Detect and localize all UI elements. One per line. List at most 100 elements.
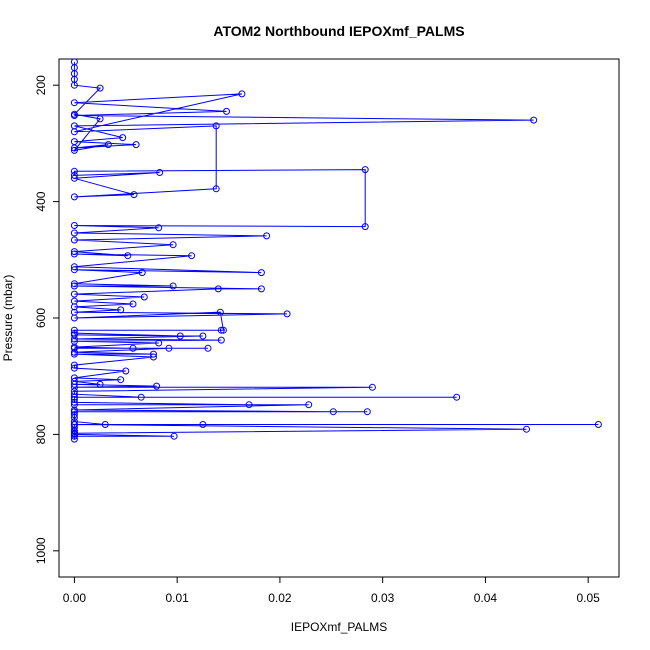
data-point — [70, 236, 78, 244]
data-point — [70, 146, 78, 154]
data-point — [70, 418, 78, 426]
data-point — [257, 285, 265, 293]
data-point — [156, 169, 164, 176]
data-point — [138, 269, 146, 277]
data-point — [122, 367, 130, 375]
data-point — [305, 401, 313, 409]
x-tick-label: 0.04 — [474, 591, 498, 605]
data-point — [70, 364, 78, 372]
data-point — [329, 408, 337, 416]
data-point — [70, 266, 78, 274]
data-point — [453, 393, 461, 401]
data-point — [70, 374, 78, 382]
data-point — [238, 90, 246, 98]
data-point — [153, 382, 161, 390]
data-point — [219, 326, 227, 334]
x-axis-label: IEPOXmf_PALMS — [291, 620, 387, 634]
data-point — [70, 348, 78, 356]
data-point — [70, 401, 78, 409]
data-point — [137, 393, 145, 401]
data-point — [70, 398, 78, 406]
data-point — [150, 350, 157, 358]
data-point — [257, 269, 265, 277]
data-point — [70, 99, 78, 107]
data-point — [212, 122, 220, 130]
data-point — [70, 387, 78, 395]
data-point — [70, 361, 78, 369]
data-point — [70, 171, 78, 179]
data-point — [217, 326, 225, 334]
data-point — [130, 191, 138, 199]
data-point — [70, 144, 78, 152]
y-axis: 200 400 600 800 1000 — [34, 75, 59, 564]
data-point — [216, 308, 224, 316]
data-point — [214, 285, 222, 293]
data-point — [70, 193, 78, 201]
chart-title: ATOM2 Northbound IEPOXmf_PALMS — [213, 23, 464, 39]
data-point — [368, 383, 376, 391]
data-point — [70, 326, 78, 334]
data-point — [70, 377, 78, 385]
data-point — [188, 252, 196, 260]
data-point — [70, 174, 78, 182]
data-point — [70, 329, 78, 337]
data-point — [169, 241, 177, 249]
x-tick-label: 0.02 — [268, 591, 292, 605]
data-point — [117, 306, 125, 314]
data-point — [155, 224, 163, 232]
data-point — [96, 115, 104, 123]
data-point — [283, 310, 291, 318]
x-tick-label: 0.01 — [165, 591, 189, 605]
data-point — [363, 408, 371, 416]
data-point — [96, 380, 104, 388]
data-point — [70, 308, 78, 316]
data-point — [70, 411, 78, 419]
data-point — [124, 252, 132, 260]
y-tick-label: 600 — [34, 308, 48, 328]
series-line — [73, 61, 599, 440]
data-point — [70, 263, 78, 271]
data-point — [204, 344, 212, 352]
data-point — [70, 248, 78, 256]
data-point — [70, 229, 78, 237]
data-point — [104, 141, 112, 149]
data-point — [70, 396, 78, 403]
data-point — [70, 297, 78, 305]
data-point — [70, 290, 78, 298]
data-point — [70, 421, 78, 428]
data-point — [361, 166, 369, 174]
data-point — [223, 107, 230, 115]
data-point — [245, 401, 253, 409]
data-point — [70, 110, 78, 118]
data-point — [119, 134, 127, 142]
x-tick-label: 0.03 — [371, 591, 395, 605]
data-point — [212, 185, 220, 193]
data-point — [140, 293, 148, 301]
x-tick-label: 0.05 — [576, 591, 600, 605]
data-point — [155, 339, 163, 347]
data-point — [129, 300, 137, 308]
data-point — [361, 223, 369, 231]
data-point — [70, 390, 78, 398]
data-point — [169, 282, 177, 290]
data-point — [523, 425, 530, 433]
y-tick-label: 1000 — [34, 537, 48, 564]
data-point — [70, 282, 78, 290]
data-point — [129, 344, 137, 352]
data-point — [199, 332, 207, 340]
data-point — [165, 344, 173, 352]
data-point — [70, 430, 78, 438]
data-point — [101, 421, 109, 428]
x-tick-label: 0.00 — [63, 591, 87, 605]
x-axis: 0.00 0.01 0.02 0.03 0.04 0.05 — [63, 577, 600, 605]
data-point — [117, 376, 125, 384]
data-point — [70, 406, 78, 414]
y-axis-label: Pressure (mbar) — [1, 275, 15, 362]
data-series — [70, 58, 602, 443]
data-point — [70, 122, 78, 130]
plot-frame — [58, 58, 620, 578]
y-tick-label: 200 — [34, 75, 48, 95]
data-point — [70, 280, 78, 288]
y-tick-label: 800 — [34, 424, 48, 444]
